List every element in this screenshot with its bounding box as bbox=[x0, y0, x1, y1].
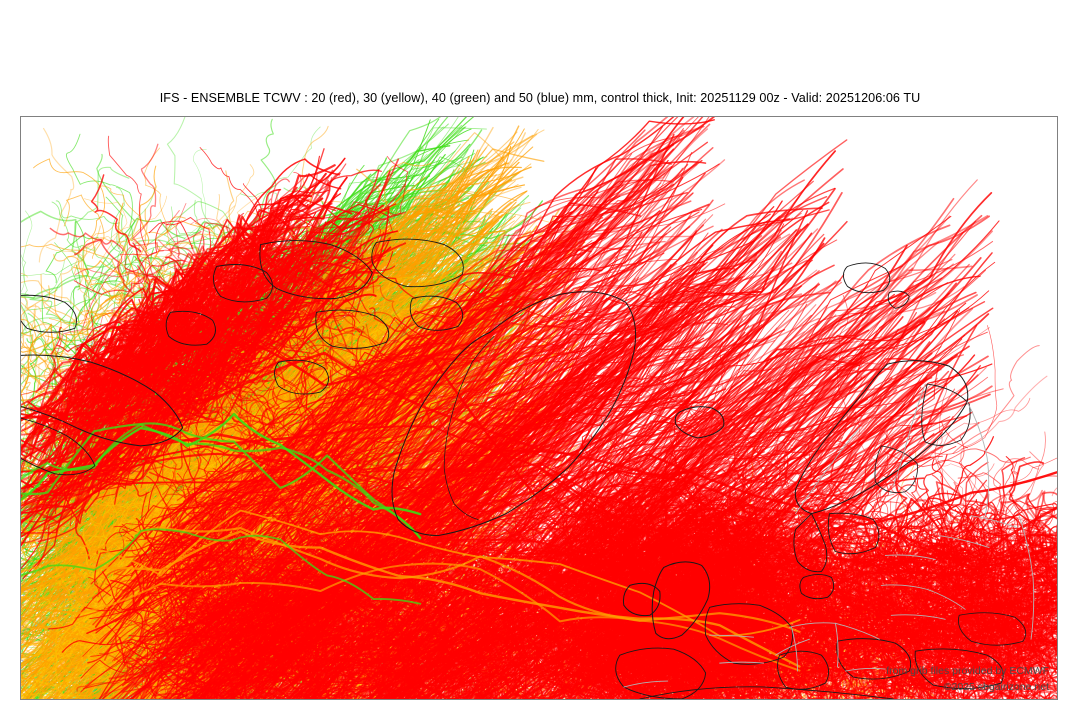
page-title: IFS - ENSEMBLE TCWV : 20 (red), 30 (yell… bbox=[0, 91, 1080, 105]
map-frame[interactable]: from grib files provided by ECMWF ©2025 … bbox=[20, 116, 1058, 700]
spaghetti-contour-map[interactable] bbox=[21, 117, 1057, 699]
